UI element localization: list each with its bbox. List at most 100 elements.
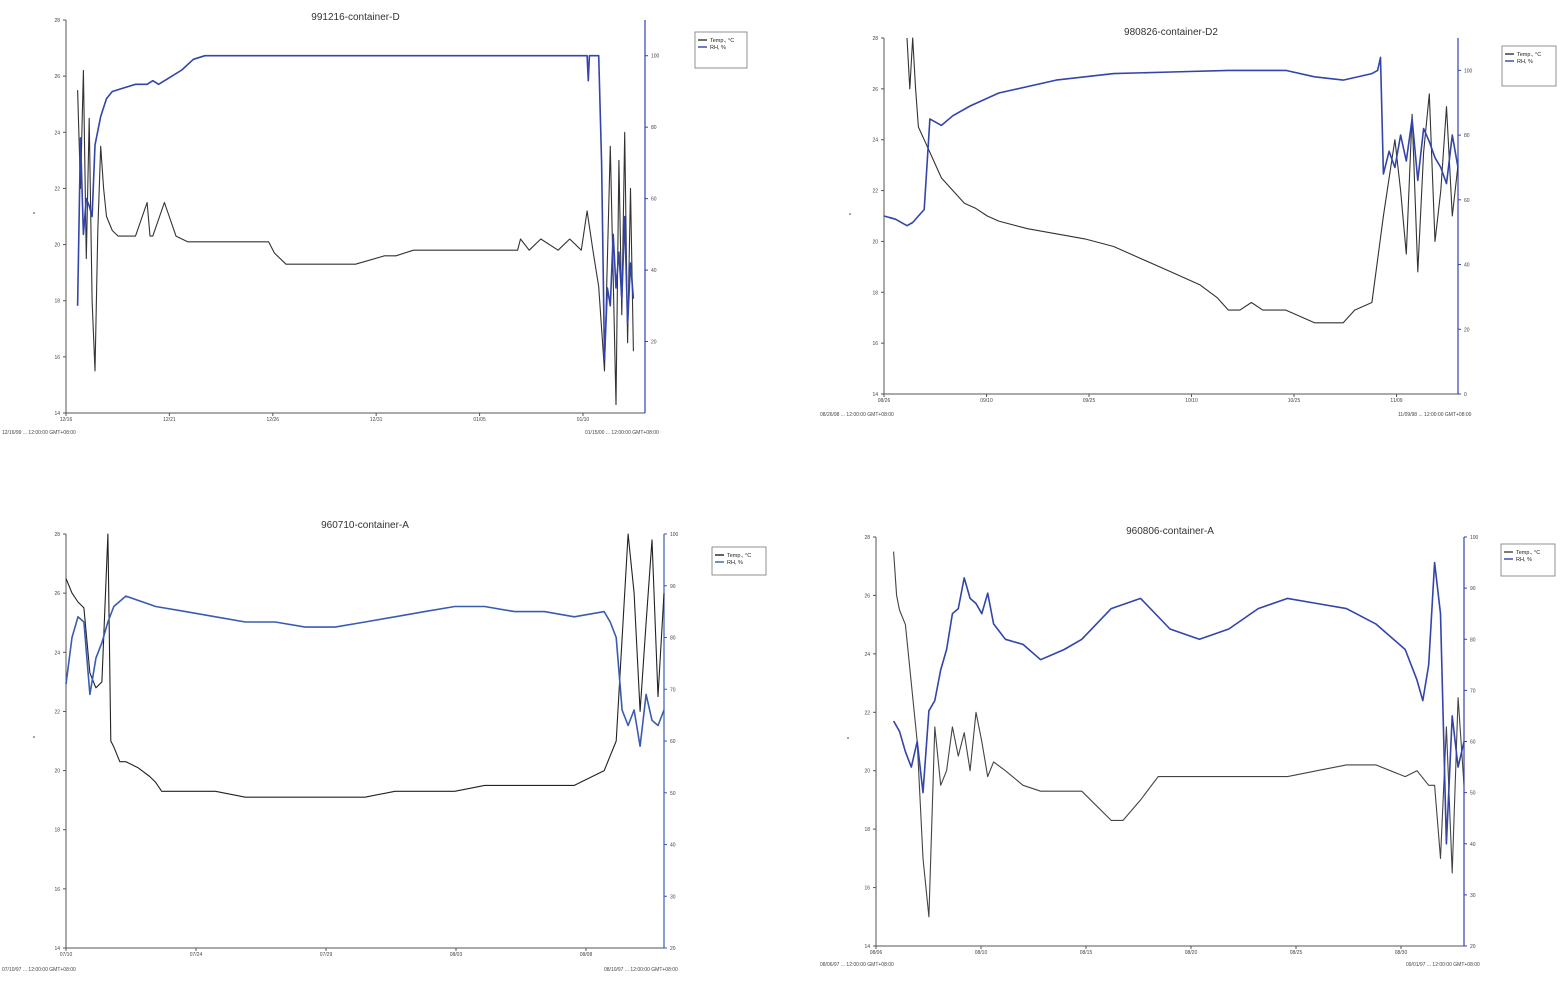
chart-panel-2: 980826-container-D2 14 16 18 20 22 24 26 28 0 20 40…	[820, 27, 1557, 418]
right-tick-label: 80	[1470, 637, 1476, 643]
x-tick-label: 07/24	[190, 952, 203, 958]
left-tick-label: 26	[872, 87, 878, 93]
left-tick-label: 26	[54, 74, 60, 80]
right-tick-label: 40	[670, 843, 676, 849]
left-tick-label: 14	[864, 944, 870, 950]
left-tick-label: 24	[864, 652, 870, 658]
left-tick-label: 22	[864, 710, 870, 716]
right-tick-label: 90	[1470, 586, 1476, 592]
left-tick-label: 20	[54, 769, 60, 775]
x-tick-label: 08/25	[1290, 950, 1303, 956]
chart-panel-4: 960806-container-A 14 16 18 20 22 24 26 28 20 30 40…	[820, 526, 1556, 968]
legend-label: Temp., °C	[710, 38, 734, 44]
x-tick-label: 10/25	[1288, 398, 1301, 404]
x-tick-label: 01/05	[473, 417, 486, 423]
y-axis-label-left: °	[33, 735, 36, 743]
left-tick-label: 18	[864, 827, 870, 833]
left-tick-label: 20	[864, 769, 870, 775]
right-tick-label: 60	[1470, 740, 1476, 746]
left-tick-label: 18	[872, 290, 878, 296]
series-line-temp	[65, 533, 665, 798]
right-tick-label: 60	[670, 739, 676, 745]
series-line-rh	[76, 54, 635, 361]
x-tick-label: 12/26	[267, 417, 280, 423]
legend-label: Temp., °C	[1516, 550, 1540, 556]
right-tick-label: 100	[1464, 68, 1473, 74]
left-tick-label: 26	[864, 593, 870, 599]
left-tick-label: 28	[872, 36, 878, 42]
footer-start-date: 08/26/98 ... 12:00:00 GMT+08:00	[820, 412, 894, 418]
chart-panel-1: 991216-container-D 14 16 18 20 22 24 26 28 20 40 60…	[2, 12, 748, 436]
left-tick-label: 24	[54, 130, 60, 136]
left-tick-label: 24	[54, 650, 60, 656]
footer-end-date: 01/15/00 ... 12:00:00 GMT+08:00	[585, 430, 659, 436]
legend-box	[711, 546, 767, 576]
left-tick-label: 22	[54, 186, 60, 192]
legend-box	[1501, 45, 1557, 87]
legend-label: Temp., °C	[1517, 52, 1541, 58]
left-tick-label: 24	[872, 138, 878, 144]
left-tick-label: 28	[54, 532, 60, 538]
chart-title: 980826-container-D2	[1124, 27, 1218, 38]
right-tick-label: 50	[1470, 791, 1476, 797]
left-tick-label: 18	[54, 828, 60, 834]
chart-panel-3: 960710-container-A 14 16 18 20 22 24 26 28 20 30 40…	[2, 520, 767, 973]
x-tick-label: 12/16	[60, 417, 73, 423]
right-tick-label: 100	[651, 54, 660, 60]
y-axis-label-left: °	[33, 211, 36, 219]
left-tick-label: 16	[54, 355, 60, 361]
left-tick-label: 14	[872, 392, 878, 398]
x-tick-label: 08/08	[580, 952, 593, 958]
chart-title: 960806-container-A	[1126, 526, 1214, 537]
right-tick-label: 70	[1470, 688, 1476, 694]
x-tick-label: 08/15	[1080, 950, 1093, 956]
right-tick-label: 40	[1470, 842, 1476, 848]
legend-label: RH, %	[710, 45, 726, 51]
left-tick-label: 22	[54, 709, 60, 715]
left-tick-label: 18	[54, 299, 60, 305]
left-tick-label: 28	[864, 535, 870, 541]
footer-start-date: 07/10/97 ... 12:00:00 GMT+08:00	[2, 967, 76, 973]
x-tick-label: 08/26	[878, 398, 891, 404]
x-tick-label: 08/30	[1395, 950, 1408, 956]
left-tick-label: 22	[872, 189, 878, 195]
series-line-temp	[893, 551, 1465, 918]
left-tick-label: 28	[54, 18, 60, 24]
legend-label: RH, %	[1516, 557, 1532, 563]
right-tick-label: 20	[670, 946, 676, 952]
x-tick-label: 11/09	[1390, 398, 1402, 404]
x-tick-label: 07/29	[320, 952, 333, 958]
legend-label: RH, %	[727, 560, 743, 566]
left-tick-label: 26	[54, 591, 60, 597]
right-tick-label: 60	[1464, 198, 1470, 204]
right-tick-label: 80	[1464, 133, 1470, 139]
chart-title: 960710-container-A	[321, 520, 409, 531]
series-line-rh	[65, 595, 665, 747]
left-tick-label: 20	[54, 243, 60, 249]
x-tick-label: 08/10	[975, 950, 988, 956]
footer-end-date: 08/10/97 ... 12:00:00 GMT+08:00	[604, 967, 678, 973]
x-tick-label: 08/03	[450, 952, 463, 958]
right-tick-label: 100	[670, 532, 679, 538]
right-tick-label: 20	[1470, 944, 1476, 950]
x-tick-label: 08/20	[1185, 950, 1198, 956]
x-tick-label: 12/31	[370, 417, 383, 423]
right-tick-label: 80	[651, 125, 657, 131]
legend-box	[1500, 543, 1556, 577]
right-tick-label: 90	[670, 584, 676, 590]
left-tick-label: 20	[872, 239, 878, 245]
right-tick-label: 30	[670, 894, 676, 900]
left-tick-label: 14	[54, 411, 60, 417]
right-tick-label: 100	[1470, 535, 1479, 541]
legend-label: Temp., °C	[727, 553, 751, 559]
right-tick-label: 80	[670, 636, 676, 642]
x-tick-label: 01/10	[577, 417, 590, 423]
x-tick-label: 10/10	[1185, 398, 1198, 404]
series-line-temp	[906, 37, 1459, 324]
y-axis-label-left: °	[847, 736, 850, 744]
left-tick-label: 16	[54, 887, 60, 893]
series-line-temp	[77, 69, 634, 406]
right-tick-label: 30	[1470, 893, 1476, 899]
footer-end-date: 11/09/98 ... 12:00:00 GMT+08:00	[1398, 412, 1472, 418]
